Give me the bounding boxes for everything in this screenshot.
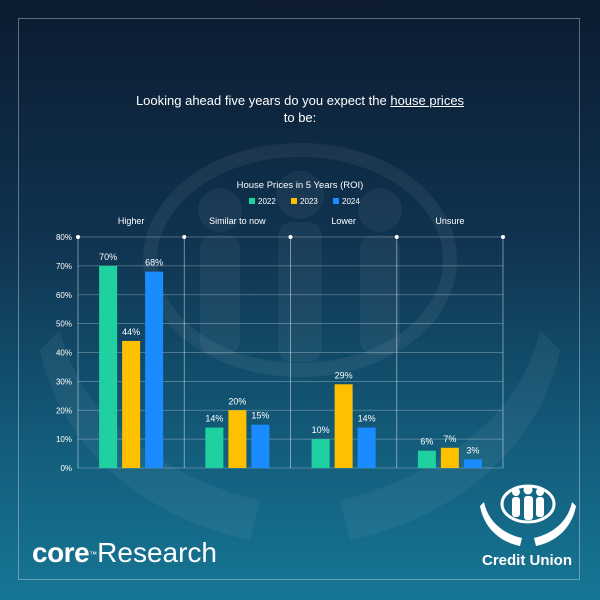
bar-2024	[145, 271, 164, 468]
y-tick-label: 50%	[56, 320, 72, 329]
bar-2023	[228, 410, 247, 468]
data-label: 7%	[443, 434, 456, 444]
y-tick-label: 20%	[56, 406, 72, 415]
category-label: Similar to now	[209, 216, 266, 226]
core-research-logo: core™Research	[32, 538, 217, 568]
frame-border	[18, 18, 580, 580]
bar-2023	[122, 340, 141, 468]
core-wordmark: core	[32, 537, 90, 568]
legend-label-2023: 2023	[300, 197, 318, 206]
legend-swatch-2023	[291, 198, 297, 204]
bar-2024	[357, 427, 376, 468]
data-label: 68%	[145, 258, 163, 268]
data-label: 6%	[420, 437, 433, 447]
trademark-mark: ™	[89, 550, 98, 559]
y-tick-label: 0%	[60, 464, 72, 473]
data-label: 20%	[228, 396, 246, 406]
headline: Looking ahead five years do you expect t…	[60, 92, 540, 126]
data-label: 10%	[312, 425, 330, 435]
bar-2022	[311, 439, 330, 468]
panel-dot	[182, 235, 187, 239]
bar-2024	[251, 424, 270, 468]
credit-union-emblem-icon	[480, 484, 576, 546]
legend-swatch-2022	[249, 198, 255, 204]
data-label: 14%	[205, 414, 223, 424]
legend-swatch-2024	[333, 198, 339, 204]
credit-union-name: Credit Union	[482, 552, 572, 569]
headline-suffix: to be:	[283, 110, 317, 125]
research-wordmark: Research	[97, 537, 217, 568]
legend-label-2022: 2022	[258, 197, 276, 206]
bar-2023	[440, 447, 459, 468]
panel-dot	[288, 235, 293, 239]
data-label: 15%	[251, 411, 269, 421]
y-tick-label: 70%	[56, 262, 72, 271]
headline-prefix: Looking ahead five years do you expect t…	[135, 93, 391, 108]
data-label: 29%	[335, 370, 353, 380]
data-label: 14%	[358, 414, 376, 424]
data-label: 44%	[122, 327, 140, 337]
data-label: 70%	[99, 252, 117, 262]
category-label: Unsure	[435, 216, 464, 226]
y-tick-label: 60%	[56, 291, 72, 300]
bar-2023	[334, 384, 353, 468]
y-tick-label: 30%	[56, 377, 72, 386]
bar-2024	[463, 459, 482, 468]
category-label: Higher	[118, 216, 145, 226]
panel-dot	[501, 235, 505, 239]
legend-label-2024: 2024	[342, 197, 360, 206]
bar-2022	[417, 450, 436, 468]
chart-title: House Prices in 5 Years (ROI)	[237, 180, 364, 191]
bar-2022	[99, 265, 118, 468]
headline-underlined: house prices	[390, 93, 465, 108]
panel-dot	[76, 235, 80, 239]
data-label: 3%	[466, 445, 479, 455]
bar-2022	[205, 427, 224, 468]
category-label: Lower	[331, 216, 356, 226]
y-tick-label: 10%	[56, 435, 72, 444]
y-tick-label: 40%	[56, 349, 72, 358]
panel-dot	[394, 235, 399, 239]
y-tick-label: 80%	[56, 233, 72, 242]
